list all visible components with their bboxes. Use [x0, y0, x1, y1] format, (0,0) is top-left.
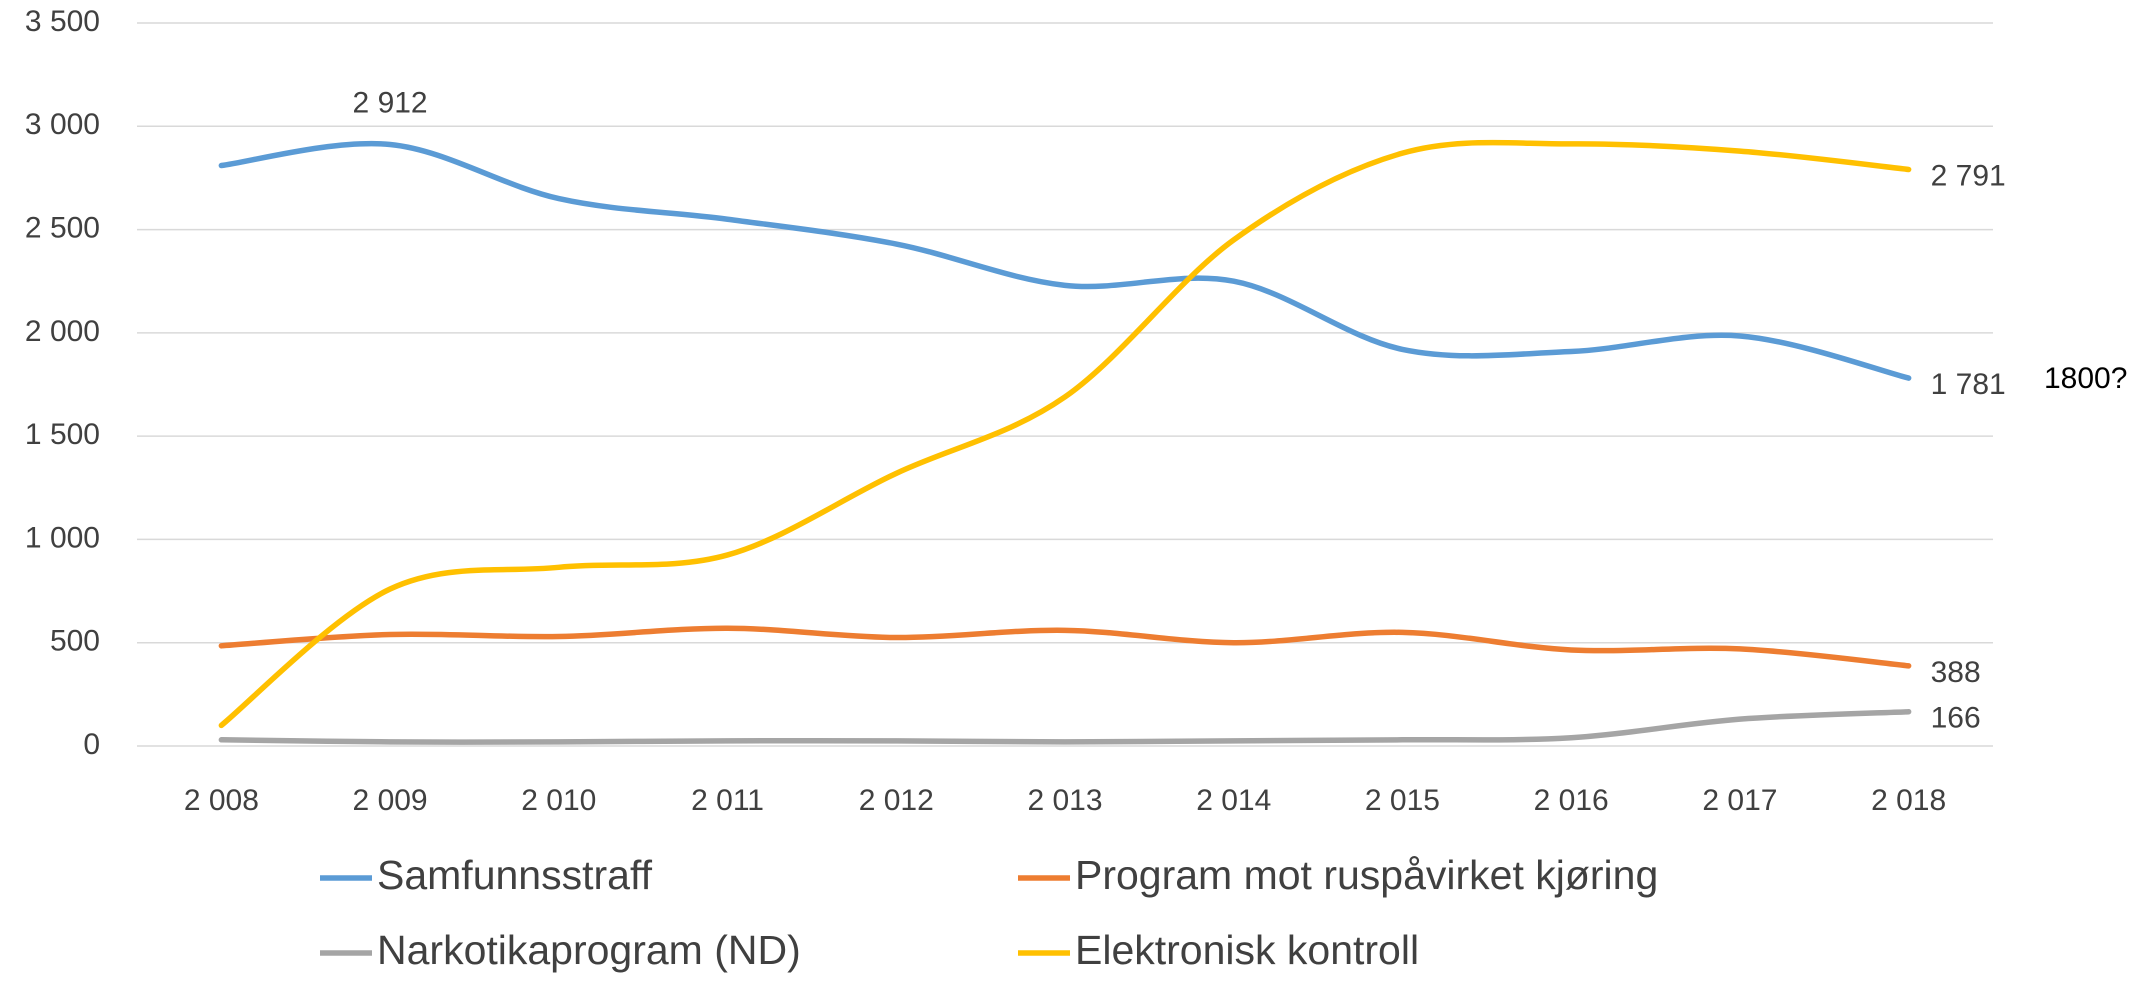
y-tick-label: 500 — [50, 625, 100, 658]
y-tick-label: 1 000 — [25, 521, 100, 554]
y-tick-label: 2 500 — [25, 211, 100, 244]
y-tick-label: 3 500 — [25, 5, 100, 38]
x-tick-label: 2 009 — [353, 784, 428, 817]
y-tick-label: 0 — [83, 728, 100, 761]
data-label: 1 781 — [1931, 368, 2006, 401]
line — [218, 625, 1912, 669]
line — [218, 708, 1912, 745]
line — [218, 140, 1912, 381]
x-tick-label: 2 016 — [1534, 784, 1609, 817]
x-tick-label: 2 014 — [1196, 784, 1271, 817]
x-tick-label: 2 011 — [691, 784, 764, 817]
legend-label: Elektronisk kontroll — [1075, 927, 1419, 973]
x-tick-label: 2 018 — [1871, 784, 1946, 817]
data-label: 2 912 — [353, 86, 428, 119]
x-tick-label: 2 008 — [184, 784, 259, 817]
data-label: 166 — [1931, 702, 1981, 735]
x-tick-label: 2 013 — [1027, 784, 1102, 817]
x-tick-label: 2 015 — [1365, 784, 1440, 817]
legend-label: Program mot ruspåvirket kjøring — [1075, 852, 1658, 898]
y-tick-label: 1 500 — [25, 418, 100, 451]
legend-label: Narkotikaprogram (ND) — [377, 927, 801, 973]
y-tick-label: 3 000 — [25, 108, 100, 141]
legend-label: Samfunnsstraff — [377, 852, 653, 898]
line — [218, 139, 1912, 729]
data-label: 388 — [1931, 656, 1981, 689]
y-tick-label: 2 000 — [25, 315, 100, 348]
data-label: 2 791 — [1931, 159, 2006, 192]
x-tick-label: 2 012 — [859, 784, 934, 817]
x-tick-label: 2 017 — [1702, 784, 1777, 817]
annotation: 1800? — [2044, 362, 2127, 395]
x-tick-label: 2 010 — [521, 784, 596, 817]
